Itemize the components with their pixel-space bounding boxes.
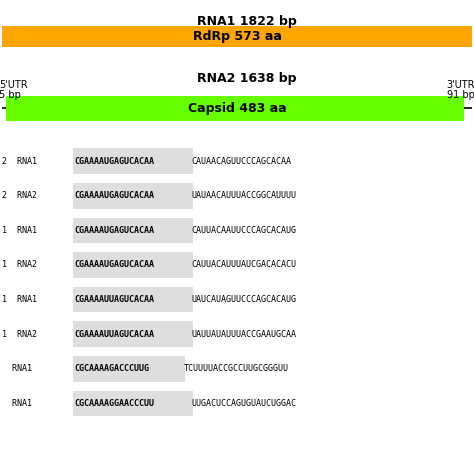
Text: CGCAAAAGGAACCCUU: CGCAAAAGGAACCCUU bbox=[75, 399, 155, 408]
Text: TCUUUUACCGCCUUGCGGGUU: TCUUUUACCGCCUUGCGGGUU bbox=[184, 365, 289, 373]
Text: RNA1: RNA1 bbox=[2, 399, 32, 408]
Text: RdRp 573 aa: RdRp 573 aa bbox=[192, 30, 282, 44]
Text: 1  RNA1: 1 RNA1 bbox=[2, 226, 37, 235]
FancyBboxPatch shape bbox=[73, 148, 193, 174]
Text: 2  RNA2: 2 RNA2 bbox=[2, 191, 37, 200]
FancyBboxPatch shape bbox=[73, 252, 193, 278]
FancyBboxPatch shape bbox=[73, 356, 185, 382]
FancyBboxPatch shape bbox=[73, 321, 193, 347]
Text: 91 bp: 91 bp bbox=[447, 91, 474, 100]
Text: CGCAAAAGACCCUUG: CGCAAAAGACCCUUG bbox=[75, 365, 150, 373]
Text: UAUCAUAGUUCCCAGCACAUG: UAUCAUAGUUCCCAGCACAUG bbox=[191, 295, 296, 304]
Text: 5 bp: 5 bp bbox=[0, 91, 21, 100]
Text: 5'UTR: 5'UTR bbox=[0, 80, 28, 90]
FancyBboxPatch shape bbox=[73, 183, 193, 209]
Text: 1  RNA2: 1 RNA2 bbox=[2, 330, 37, 338]
Text: UAUAACAUUUACCGGCAUUUU: UAUAACAUUUACCGGCAUUUU bbox=[191, 191, 296, 200]
FancyBboxPatch shape bbox=[2, 26, 474, 47]
Text: CGAAAAUUAGUCACAA: CGAAAAUUAGUCACAA bbox=[75, 295, 155, 304]
FancyBboxPatch shape bbox=[73, 391, 193, 416]
FancyBboxPatch shape bbox=[6, 96, 464, 121]
Text: CAUUACAAUUCCCAGCACAUG: CAUUACAAUUCCCAGCACAUG bbox=[191, 226, 296, 235]
Text: CAUUACAUUUAUCGACACACU: CAUUACAUUUAUCGACACACU bbox=[191, 261, 296, 269]
Text: CAUAACAGUUCCCAGCACAA: CAUAACAGUUCCCAGCACAA bbox=[191, 157, 292, 165]
Text: CGAAAAUGAGUCACAA: CGAAAAUGAGUCACAA bbox=[75, 261, 155, 269]
Text: RNA1 1822 bp: RNA1 1822 bp bbox=[197, 15, 296, 28]
Text: UUGACUCCAGUGUAUCUGGAC: UUGACUCCAGUGUAUCUGGAC bbox=[191, 399, 296, 408]
Text: CGAAAAUGAGUCACAA: CGAAAAUGAGUCACAA bbox=[75, 191, 155, 200]
Text: CGAAAAUUAGUCACAA: CGAAAAUUAGUCACAA bbox=[75, 330, 155, 338]
Text: RNA2 1638 bp: RNA2 1638 bp bbox=[197, 72, 296, 85]
Text: CGAAAAUGAGUCACAA: CGAAAAUGAGUCACAA bbox=[75, 157, 155, 165]
Text: Capsid 483 aa: Capsid 483 aa bbox=[188, 102, 286, 115]
Text: 3'UTR: 3'UTR bbox=[446, 80, 474, 90]
Text: 2  RNA1: 2 RNA1 bbox=[2, 157, 37, 165]
FancyBboxPatch shape bbox=[73, 218, 193, 243]
Text: 1  RNA1: 1 RNA1 bbox=[2, 295, 37, 304]
Text: RNA1: RNA1 bbox=[2, 365, 32, 373]
Text: 1  RNA2: 1 RNA2 bbox=[2, 261, 37, 269]
Text: CGAAAAUGAGUCACAA: CGAAAAUGAGUCACAA bbox=[75, 226, 155, 235]
FancyBboxPatch shape bbox=[73, 287, 193, 312]
Text: UAUUAUAUUUACCGAAUGCAA: UAUUAUAUUUACCGAAUGCAA bbox=[191, 330, 296, 338]
